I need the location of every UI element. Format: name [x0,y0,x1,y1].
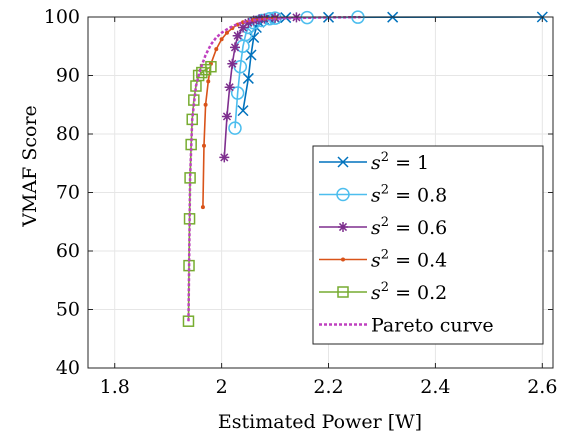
data-point-s-2-0-6 [243,17,254,28]
x-tick-label: 2.4 [420,376,450,398]
data-point-s-2-0-6 [221,111,232,122]
legend-exponent: 2 [381,248,389,263]
data-point-s-2-0-2 [182,315,195,327]
y-tick-label: 70 [56,182,80,204]
y-tick-label: 80 [56,123,80,145]
legend-marker-s-2-0-6 [338,222,348,232]
legend-value: = 0.2 [389,282,447,304]
x-tick-label: 2.2 [313,376,343,398]
legend-marker-s-2-1 [337,156,349,168]
data-point-s-2-0-4 [200,205,205,210]
legend-value: = 0.6 [389,217,447,239]
legend-var: s [371,217,381,239]
x-axis-label: Estimated Power [W] [218,411,422,433]
legend-var: s [371,282,381,304]
legend-var: s [371,152,381,174]
data-point-s-2-1 [245,49,257,61]
data-point-s-2-0-4 [203,102,208,107]
legend-exponent: 2 [381,215,389,230]
legend-exponent: 2 [381,150,389,165]
data-point-s-2-0-6 [232,30,243,41]
y-axis-label: VMAF Score [19,105,41,228]
legend-marker-s-2-0-2 [337,286,349,298]
data-point-s-2-0-2 [196,66,208,79]
y-tick-label: 50 [56,299,80,321]
legend-label-s-2-0-8: s2 = 0.8 [371,183,447,207]
legend-entry-s-2-1: s2 = 1 [319,150,429,174]
series-s-2-0-2 [182,60,217,327]
series-line-s-2-1 [242,16,543,111]
legend-label-s-2-0-4: s2 = 0.4 [371,248,447,272]
legend-var: s [371,185,381,207]
legend-var: Pareto curve [371,315,494,337]
legend-label-s-2-0-6: s2 = 0.6 [371,215,447,239]
legend-entries: s2 = 1s2 = 0.8s2 = 0.6s2 = 0.4s2 = 0.2Pa… [319,150,494,337]
y-tick-label: 90 [56,65,80,87]
data-point-s-2-0-2 [205,60,217,73]
legend-entry-s-2-0-8: s2 = 0.8 [319,183,447,207]
series-line-s-2-0-8 [234,16,358,129]
data-point-s-2-1 [248,31,260,44]
tick-layer: 1.8 2 2.2 2.4 2.6 40 50 60 70 80 90 100 [44,6,558,398]
series-s-2-1 [237,11,548,117]
data-point-s-2-0-6 [227,58,238,69]
x-tick-label: 1.8 [100,376,130,398]
data-point-s-2-0-2 [184,172,196,184]
legend-marker-s-2-0-8 [336,187,350,202]
legend-var: s [371,250,381,272]
legend-label-pareto-curve: Pareto curve [371,315,494,337]
data-point-s-2-0-6 [238,22,248,33]
y-tick-label: 40 [56,357,80,379]
legend-box [312,145,544,345]
x-tick-label: 2 [216,376,228,398]
series-s-2-0-6 [219,12,302,163]
x-tick-label: 2.6 [527,376,557,398]
data-point-s-2-0-4 [224,30,229,35]
legend-marker-s-2-0-4 [341,257,345,262]
data-point-s-2-0-8 [230,86,245,100]
data-point-s-2-0-4 [214,47,219,52]
legend-label-s-2-0-2: s2 = 0.2 [371,280,447,304]
series-s-2-0-4 [200,16,278,210]
y-tick-label: 100 [44,6,80,28]
legend-label-s-2-1: s2 = 1 [371,150,429,174]
legend-exponent: 2 [381,183,389,198]
series-line-s-2-0-4 [202,17,276,208]
legend-value: = 0.8 [389,185,447,207]
legend-entry-pareto-curve: Pareto curve [319,315,494,337]
data-point-s-2-0-4 [201,143,206,148]
data-point-s-2-0-8 [228,121,242,135]
data-point-s-2-0-6 [219,152,230,163]
data-point-s-2-0-4 [206,79,211,84]
legend-entry-s-2-0-2: s2 = 0.2 [319,280,447,304]
legend-value: = 1 [389,152,429,174]
data-point-s-2-0-4 [219,37,224,42]
legend-entry-s-2-0-6: s2 = 0.6 [319,215,447,239]
legend: s2 = 1s2 = 0.8s2 = 0.6s2 = 0.4s2 = 0.2Pa… [312,145,544,345]
legend-value: = 0.4 [389,250,447,272]
legend-exponent: 2 [381,280,389,295]
data-point-s-2-0-6 [224,82,235,93]
legend-entry-s-2-0-4: s2 = 0.4 [319,248,447,272]
data-point-s-2-0-6 [229,42,240,53]
y-tick-label: 60 [56,240,80,262]
data-point-s-2-1 [237,105,249,117]
data-point-s-2-1 [242,72,254,84]
